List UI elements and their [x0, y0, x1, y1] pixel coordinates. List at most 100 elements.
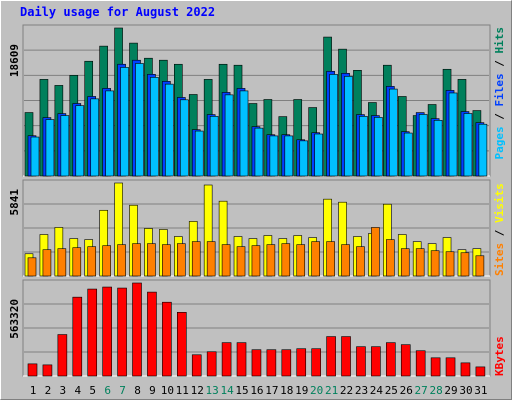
x-tick-label: 28: [429, 384, 442, 397]
bar: [165, 83, 174, 177]
bar: [236, 342, 247, 377]
x-tick-label: 8: [134, 384, 141, 397]
x-tick-label: 10: [161, 384, 174, 397]
bar: [445, 357, 456, 377]
bar: [254, 127, 264, 177]
bar: [311, 241, 320, 277]
x-tick-label: 14: [220, 384, 234, 397]
y-max-label: 18609: [8, 44, 21, 77]
x-tick-label: 31: [474, 384, 487, 397]
bar: [72, 296, 83, 377]
bar: [326, 336, 336, 377]
bar: [251, 349, 262, 377]
bar: [60, 115, 70, 177]
bar: [296, 348, 307, 377]
x-tick-label: 29: [444, 384, 457, 397]
bar: [284, 135, 294, 177]
bar: [221, 244, 231, 277]
x-tick-label: 30: [459, 384, 472, 397]
legend-entry: Pages: [493, 126, 506, 159]
bar: [281, 243, 291, 277]
bar: [281, 349, 292, 377]
legend-separator: /: [493, 229, 506, 236]
bar: [311, 348, 321, 377]
bar: [445, 251, 455, 277]
bar: [42, 249, 52, 277]
bar: [356, 346, 366, 377]
legend-entry: KBytes: [493, 336, 506, 376]
x-tick-label: 2: [45, 384, 52, 397]
bar: [386, 239, 395, 277]
bar: [475, 255, 485, 277]
bar: [206, 241, 216, 277]
bar: [120, 67, 129, 177]
bar: [177, 243, 186, 277]
legend-separator: /: [493, 113, 506, 120]
x-tick-label: 22: [340, 384, 353, 397]
bar: [132, 243, 141, 277]
bar: [30, 136, 40, 177]
x-tick-label: 15: [235, 384, 248, 397]
legend: Pages / Files / Hits: [493, 27, 506, 160]
x-tick-label: 12: [191, 384, 204, 397]
bar: [57, 248, 67, 277]
bar: [102, 245, 111, 277]
legend-entry: Hits: [493, 27, 506, 54]
chart-title: Daily usage for August 2022: [20, 5, 215, 19]
bar: [87, 246, 97, 277]
bar: [209, 116, 219, 177]
bar: [430, 357, 441, 377]
bar: [162, 244, 171, 277]
bar: [341, 244, 350, 277]
bar: [191, 354, 202, 377]
bar: [42, 364, 53, 377]
bar: [418, 114, 428, 177]
legend: Sites / Visits: [493, 183, 506, 276]
x-tick-label: 4: [74, 384, 81, 397]
bar: [386, 342, 396, 377]
bar: [400, 344, 411, 377]
bar: [371, 346, 381, 377]
y-max-label: 5841: [8, 189, 21, 216]
bar: [314, 133, 323, 177]
x-tick-label: 11: [176, 384, 189, 397]
bar: [341, 336, 351, 377]
bar: [403, 132, 413, 177]
bar: [57, 334, 68, 377]
x-tick-label: 18: [280, 384, 293, 397]
x-tick-label: 23: [355, 384, 368, 397]
x-tick-label: 1: [30, 384, 37, 397]
legend: KBytes: [493, 336, 506, 376]
bar: [299, 140, 309, 177]
x-tick-label: 20: [310, 384, 323, 397]
x-tick-label: 5: [89, 384, 96, 397]
x-tick-label: 21: [325, 384, 338, 397]
bar: [374, 117, 383, 177]
bar: [147, 243, 156, 277]
bar: [147, 291, 157, 377]
x-tick-label: 16: [250, 384, 263, 397]
bar: [236, 246, 246, 277]
bar: [389, 88, 398, 177]
bar: [117, 287, 127, 377]
bar: [221, 342, 232, 377]
x-tick-label: 17: [265, 384, 278, 397]
bar: [239, 90, 249, 177]
bar: [117, 244, 126, 277]
bar: [27, 257, 37, 277]
bar: [266, 244, 276, 277]
x-tick-label: 27: [415, 384, 428, 397]
legend-entry: Visits: [493, 183, 506, 223]
bar: [400, 248, 410, 277]
bar: [162, 301, 172, 377]
y-max-label: 563320: [8, 299, 21, 339]
bar: [266, 349, 277, 377]
bar: [191, 241, 201, 277]
bar: [180, 99, 189, 177]
bar: [224, 94, 234, 177]
legend-entry: Files: [493, 73, 506, 106]
bar: [359, 116, 368, 177]
bar: [326, 241, 335, 277]
